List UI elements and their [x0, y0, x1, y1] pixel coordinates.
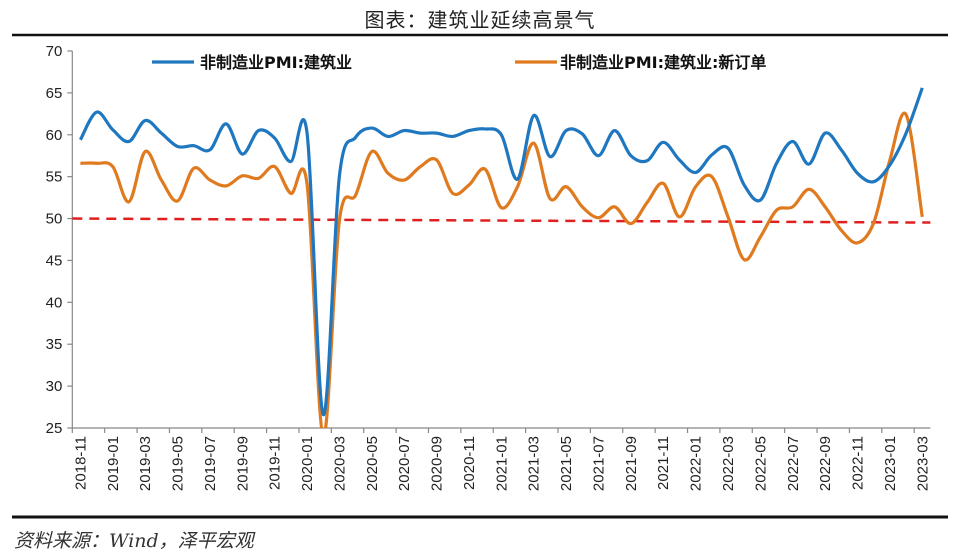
x-tick-label: 2021-03	[526, 436, 543, 491]
y-tick-label: 50	[46, 211, 63, 228]
series-line-0	[78, 87, 924, 417]
x-tick-label: 2023-01	[882, 436, 899, 491]
x-tick-label: 2019-05	[170, 436, 187, 491]
source-note: 资料来源：Wind，泽平宏观	[14, 530, 254, 552]
x-tick-label: 2019-11	[267, 436, 284, 490]
x-tick-label: 2020-03	[331, 436, 348, 491]
x-tick-label: 2021-07	[590, 436, 607, 491]
x-tick-label: 2020-09	[429, 436, 446, 491]
y-tick-label: 55	[46, 169, 63, 186]
x-tick-label: 2022-07	[785, 436, 802, 491]
x-tick-label: 2021-09	[623, 436, 640, 491]
y-tick-label: 30	[46, 378, 63, 395]
series-line-1	[80, 111, 924, 428]
y-tick-label: 25	[46, 420, 63, 437]
x-tick-label: 2020-05	[364, 436, 381, 491]
x-tick-label: 2019-03	[137, 436, 154, 491]
x-tick-label: 2021-11	[655, 436, 672, 490]
x-tick-label: 2022-05	[752, 436, 769, 491]
y-tick-label: 65	[46, 85, 63, 102]
x-tick-label: 2019-01	[105, 436, 122, 491]
y-tick-label: 60	[46, 127, 63, 144]
x-tick-label: 2020-11	[461, 436, 478, 490]
y-tick-label: 35	[46, 336, 63, 353]
x-tick-label: 2020-01	[299, 436, 316, 491]
x-tick-label: 2019-07	[202, 436, 219, 491]
x-tick-label: 2022-01	[688, 436, 705, 491]
x-tick-label: 2023-03	[914, 436, 931, 491]
x-tick-label: 2022-11	[850, 436, 867, 490]
x-tick-label: 2021-05	[558, 436, 575, 491]
legend-label-0: 非制造业PMI:建筑业	[200, 53, 352, 72]
x-tick-label: 2018-11	[72, 436, 89, 490]
y-tick-label: 70	[46, 43, 63, 60]
chart-title: 图表：建筑业延续高景气	[364, 8, 596, 32]
x-tick-label: 2020-07	[396, 436, 413, 491]
y-tick-label: 40	[46, 294, 63, 311]
x-tick-label: 2021-01	[493, 436, 510, 491]
y-tick-label: 45	[46, 252, 63, 269]
reference-line-50	[72, 217, 931, 224]
x-tick-label: 2022-09	[817, 436, 834, 491]
legend-label-1: 非制造业PMI:建筑业:新订单	[560, 53, 766, 72]
x-tick-label: 2019-09	[234, 436, 251, 491]
x-tick-label: 2022-03	[720, 436, 737, 491]
